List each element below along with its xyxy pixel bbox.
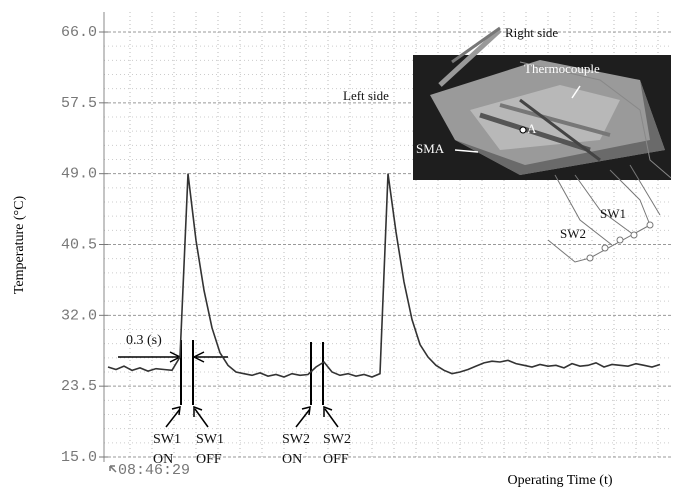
- y-tick-label: 32.0: [61, 307, 97, 324]
- inset-label: A: [527, 121, 537, 136]
- annotation: SW1: [153, 432, 181, 447]
- annotation: SW2: [323, 432, 351, 447]
- x-axis-label: Operating Time (t): [508, 473, 613, 488]
- y-tick-label: 66.0: [61, 24, 97, 41]
- annotation: SW2: [282, 432, 310, 447]
- annotation: OFF: [323, 452, 349, 467]
- annotation: 0.3 (s): [126, 333, 162, 348]
- inset-label: SMA: [416, 141, 445, 156]
- y-tick-label: 40.5: [61, 236, 97, 253]
- inset-label: Thermocouple: [524, 61, 600, 76]
- y-tick-label: 57.5: [61, 95, 97, 112]
- plot: [108, 174, 660, 377]
- inset-label: SW2: [560, 226, 586, 241]
- y-tick-label: 23.5: [61, 378, 97, 395]
- annotation: OFF: [196, 452, 222, 467]
- inset-label: SW1: [600, 206, 626, 221]
- annotation: SW1: [196, 432, 224, 447]
- y-tick-label: 15.0: [61, 449, 97, 466]
- y-tick-label: 49.0: [61, 166, 97, 183]
- y-axis-label: Temperature (°C): [12, 196, 27, 295]
- chart: Temperature (°C) Operating Time (t) 15.0…: [0, 0, 679, 490]
- inset-label: Right side: [505, 25, 558, 40]
- temperature-line: [108, 174, 660, 377]
- annotation: ON: [153, 452, 173, 467]
- annotation: ON: [282, 452, 302, 467]
- inset-label: Left side: [343, 88, 389, 103]
